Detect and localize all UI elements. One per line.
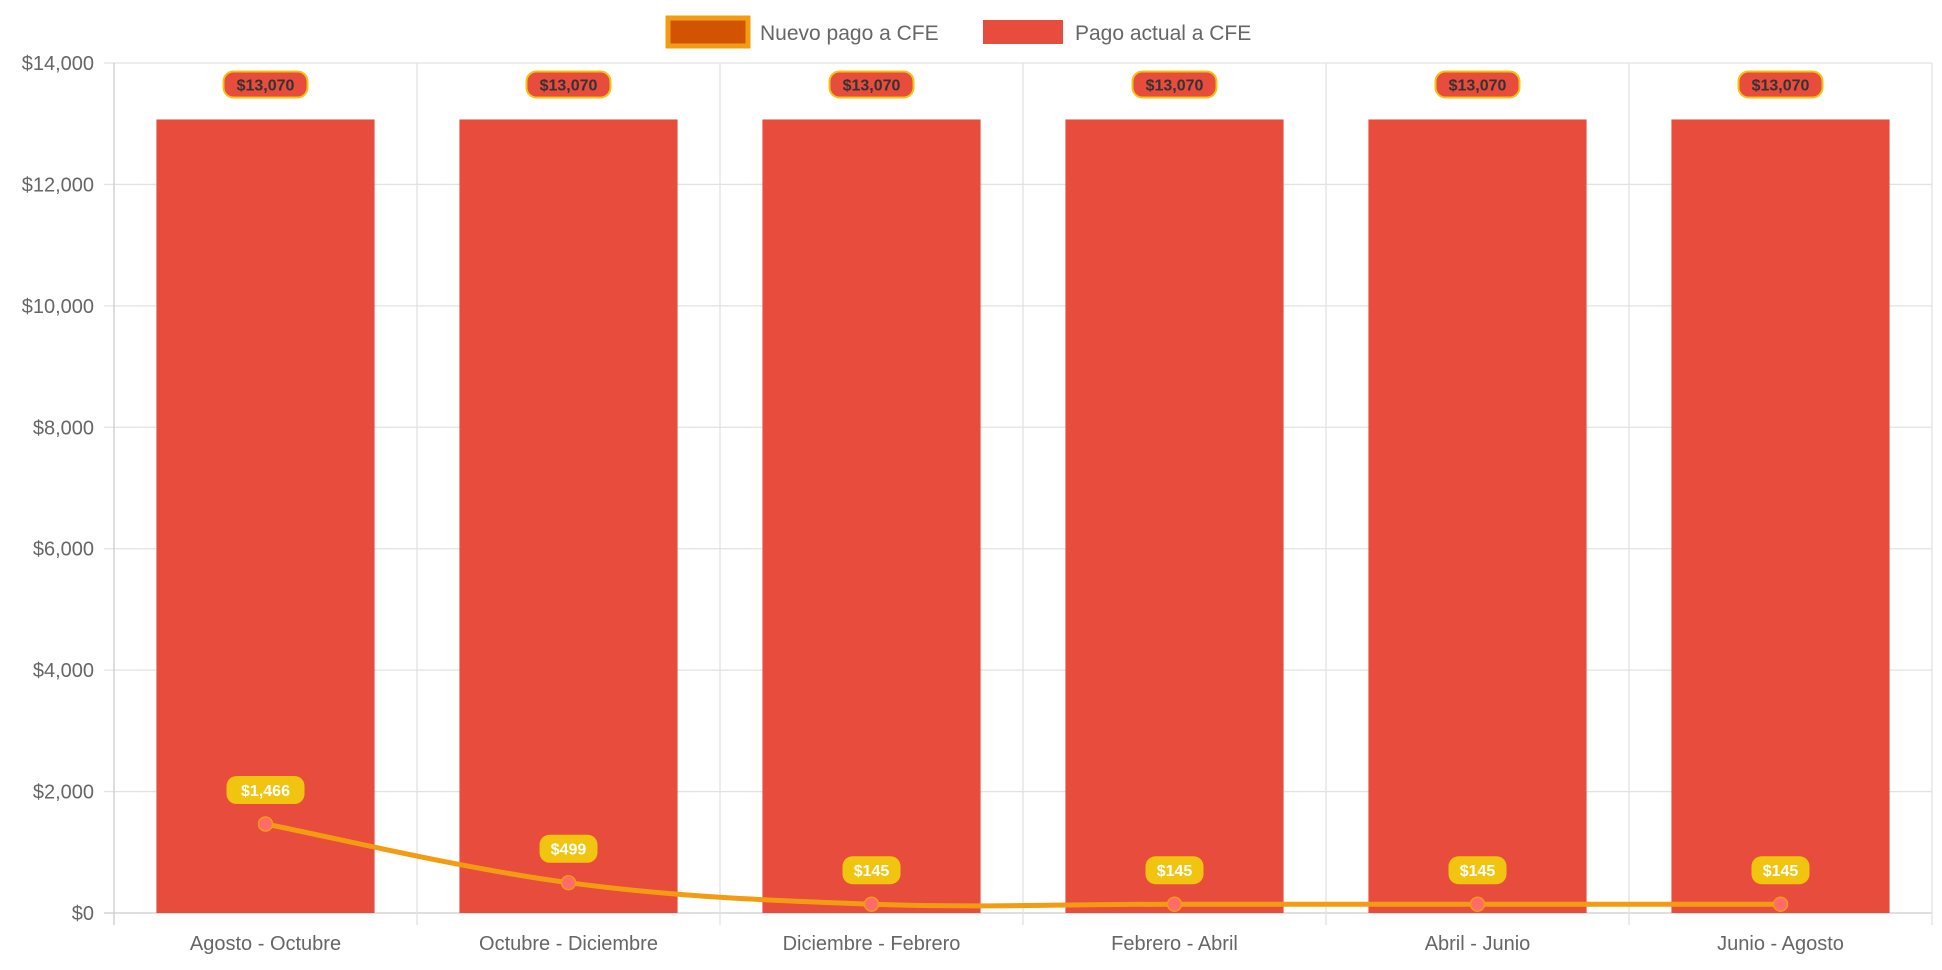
y-tick-label: $6,000 (33, 539, 94, 561)
bar (1065, 119, 1284, 913)
bar-data-label: $13,070 (1449, 77, 1507, 94)
bar-data-label: $13,070 (1146, 77, 1204, 94)
bar-data-label: $13,070 (237, 77, 295, 94)
y-tick-label: $4,000 (33, 660, 94, 682)
x-tick-label: Febrero - Abril (1111, 933, 1238, 955)
line-data-label: $1,466 (241, 783, 290, 800)
legend-swatch-bar (983, 20, 1063, 44)
y-tick-label: $0 (72, 903, 94, 925)
bar (459, 119, 678, 913)
y-tick-label: $12,000 (22, 174, 94, 196)
bar (1368, 119, 1587, 913)
line-series (257, 816, 1789, 912)
line-label-bg (842, 856, 901, 885)
legend: Nuevo pago a CFE Pago actual a CFE (665, 15, 1251, 49)
line-label-bg (539, 834, 598, 863)
bar-label-bg (1434, 70, 1521, 99)
bar-label-bg (828, 70, 915, 99)
legend-swatch-line (665, 15, 751, 49)
line-point (1469, 896, 1486, 912)
line-label-bg (226, 775, 305, 804)
bar-label-bg (222, 70, 309, 99)
y-tick-label: $14,000 (22, 53, 94, 75)
y-tick-label: $8,000 (33, 417, 94, 439)
line-label-bg (1448, 856, 1507, 885)
line-label-bg (1145, 856, 1204, 885)
line-point (1772, 896, 1789, 912)
line-data-label: $145 (854, 863, 890, 880)
bar-data-label: $13,070 (1752, 77, 1810, 94)
grid (104, 62, 1933, 925)
line-data-label: $145 (1763, 863, 1799, 880)
x-tick-label: Junio - Agosto (1717, 933, 1844, 955)
axes: $0 $2,000 $4,000 $6,000 $8,000 $10,000 $12,000… (22, 53, 1844, 955)
x-tick-label: Octubre - Diciembre (479, 933, 658, 955)
y-tick-label: $2,000 (33, 782, 94, 804)
x-tick-label: Diciembre - Febrero (783, 933, 961, 955)
bar-data-label: $13,070 (843, 77, 901, 94)
line-point (257, 816, 274, 832)
line-data-label: $145 (1460, 863, 1496, 880)
bar (762, 119, 981, 913)
legend-label: Nuevo pago a CFE (760, 22, 939, 45)
bar-label-bg (525, 70, 612, 99)
legend-label: Pago actual a CFE (1075, 22, 1251, 45)
legend-item-nuevo-pago[interactable]: Nuevo pago a CFE (665, 15, 939, 49)
bar (1671, 119, 1890, 913)
bar-data-label: $13,070 (540, 77, 598, 94)
data-labels: $13,070 $13,070 $13,070 $13,070 $13,070 $13,0… (222, 70, 1824, 885)
line-point (1166, 896, 1183, 912)
x-tick-label: Abril - Junio (1425, 933, 1531, 955)
line-label-bg (1751, 856, 1810, 885)
y-tick-label: $10,000 (22, 296, 94, 318)
bar-label-bg (1131, 70, 1218, 99)
legend-item-pago-actual[interactable]: Pago actual a CFE (983, 20, 1251, 45)
bars (156, 119, 1890, 913)
x-tick-label: Agosto - Octubre (190, 933, 341, 955)
bar-label-bg (1737, 70, 1824, 99)
line-data-label: $499 (551, 842, 587, 859)
line-data-label: $145 (1157, 863, 1193, 880)
line-point (560, 874, 577, 891)
line-point (863, 896, 880, 912)
line-path (265, 821, 1781, 909)
